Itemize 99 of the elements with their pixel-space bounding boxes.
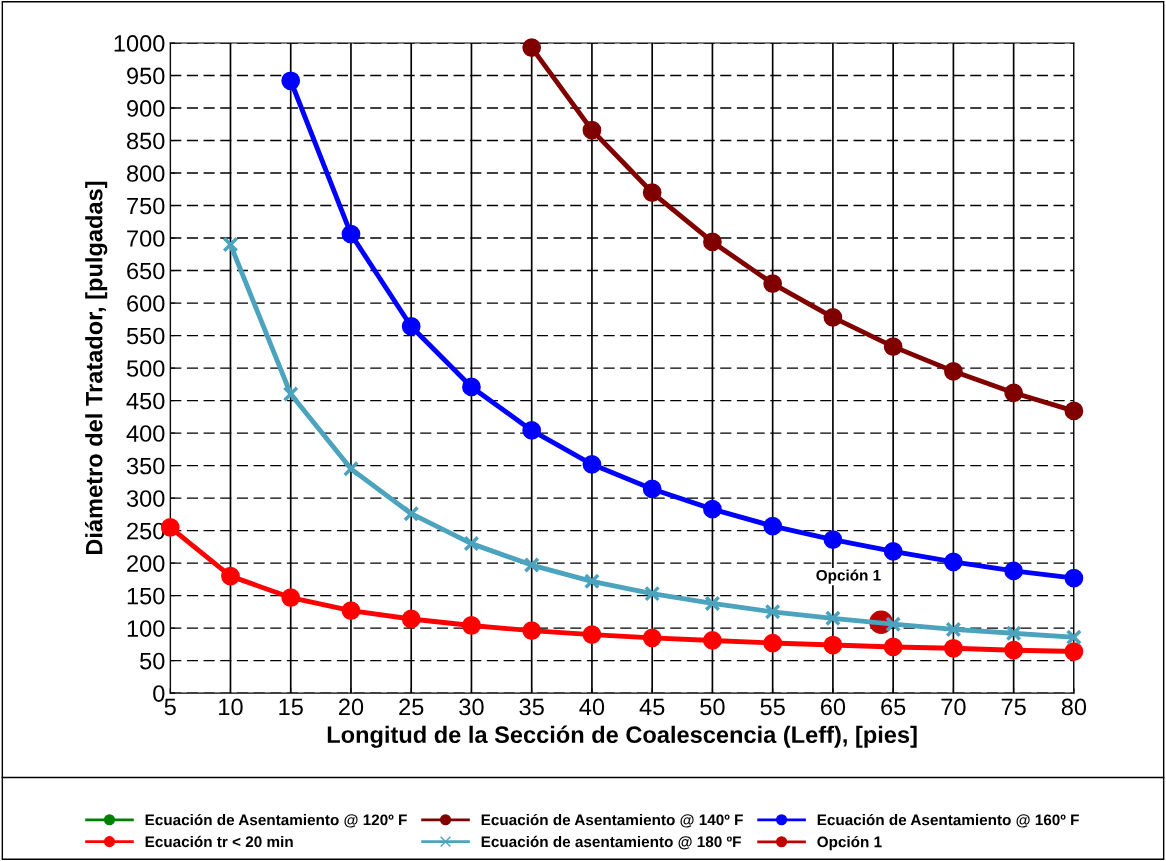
point	[703, 631, 722, 650]
x-tick-label: 25	[399, 698, 424, 716]
y-tick-label: 400	[126, 425, 165, 442]
point	[703, 232, 722, 252]
y-tick-label: 150	[127, 587, 165, 605]
point	[401, 609, 421, 629]
legend-label: Ecuación de Asentamiento @ 140º F	[481, 813, 743, 828]
point	[883, 637, 903, 657]
point	[522, 621, 542, 641]
point	[583, 573, 600, 590]
point	[342, 460, 359, 477]
point	[704, 595, 721, 612]
point	[1064, 568, 1084, 588]
y-tick-label: 650	[127, 262, 165, 280]
point	[282, 386, 299, 403]
y-tick-label: 850	[127, 132, 165, 150]
y-tick-label: 750	[127, 197, 165, 215]
point	[764, 603, 781, 620]
point	[582, 120, 602, 140]
point	[642, 183, 662, 202]
point	[823, 530, 843, 550]
x-tick-label: 75	[1001, 698, 1026, 716]
point	[883, 542, 903, 561]
y-tick-label: 600	[127, 295, 165, 312]
point	[1004, 383, 1024, 403]
x-tick-label: 5	[164, 698, 176, 716]
x-tick-label: 15	[279, 698, 303, 716]
y-axis-title: Diámetro del Tratador, [pulgadas]	[84, 181, 108, 555]
point	[644, 585, 661, 602]
x-tick-label: 55	[760, 698, 785, 716]
y-tick-label: 900	[127, 100, 165, 117]
y-tick-label: 350	[126, 457, 165, 475]
y-tick-label: 700	[127, 230, 165, 247]
x-tick-label: 45	[639, 698, 665, 716]
point	[823, 308, 843, 327]
legend-label: Ecuación de asentamiento @ 180 ºF	[481, 835, 741, 850]
x-tick-label: 60	[820, 698, 846, 716]
point	[222, 236, 239, 253]
y-tick-label: 50	[140, 652, 165, 670]
y-tick-label: 100	[127, 620, 165, 637]
x-axis-title: Longitud de la Sección de Coalescencia (Leff), [pies]	[327, 725, 917, 748]
y-tick-label: 200	[127, 555, 165, 572]
point	[824, 610, 841, 627]
point	[221, 566, 240, 586]
legend-label: Ecuación tr < 20 min	[145, 835, 293, 848]
point	[883, 337, 903, 356]
legend-label: Opción 1	[817, 835, 882, 851]
x-tick-label: 35	[519, 698, 544, 716]
legend-label: Ecuación de Asentamiento @ 160º F	[817, 813, 1079, 828]
y-tick-label: 550	[126, 327, 165, 345]
point	[401, 317, 421, 336]
point	[582, 625, 602, 644]
point	[341, 601, 361, 620]
x-tick-label: 20	[339, 698, 364, 716]
point	[944, 638, 963, 658]
x-tick-label: 50	[700, 698, 725, 716]
y-tick-label: 0	[153, 685, 165, 702]
y-tick-label: 1000	[114, 35, 165, 52]
point	[1004, 561, 1024, 581]
point	[403, 505, 420, 522]
x-tick-label: 65	[881, 698, 906, 716]
point	[763, 274, 783, 293]
x-tick-label: 70	[941, 698, 966, 716]
point	[582, 454, 602, 474]
point	[462, 377, 481, 397]
x-tick-label: 10	[219, 698, 243, 716]
point	[642, 479, 662, 499]
point	[944, 361, 963, 381]
y-tick-label: 450	[126, 392, 165, 410]
legend-label: Ecuación de Asentamiento @ 120º F	[145, 813, 407, 828]
point	[944, 552, 963, 572]
y-tick-label: 300	[126, 490, 165, 507]
point	[945, 621, 962, 638]
y-tick-label: 950	[127, 67, 165, 85]
point	[885, 616, 902, 633]
point	[522, 421, 542, 440]
point	[1064, 401, 1084, 421]
annotation: Opción 1	[816, 569, 881, 584]
point	[523, 557, 540, 574]
point	[281, 588, 301, 607]
point	[1004, 640, 1024, 660]
point	[703, 499, 722, 519]
point	[1005, 625, 1022, 642]
point	[462, 616, 481, 635]
x-tick-label: 30	[459, 698, 484, 716]
x-tick-label: 40	[579, 698, 605, 716]
point	[763, 516, 783, 536]
point	[281, 71, 301, 91]
point	[522, 38, 542, 57]
point	[823, 635, 843, 655]
point	[763, 633, 783, 653]
point	[1064, 642, 1084, 661]
point	[463, 535, 480, 552]
y-tick-label: 800	[127, 165, 165, 182]
x-tick-label: 80	[1061, 698, 1087, 716]
point	[341, 224, 361, 244]
point	[642, 628, 662, 648]
point	[1065, 629, 1082, 646]
y-tick-label: 500	[126, 360, 165, 377]
